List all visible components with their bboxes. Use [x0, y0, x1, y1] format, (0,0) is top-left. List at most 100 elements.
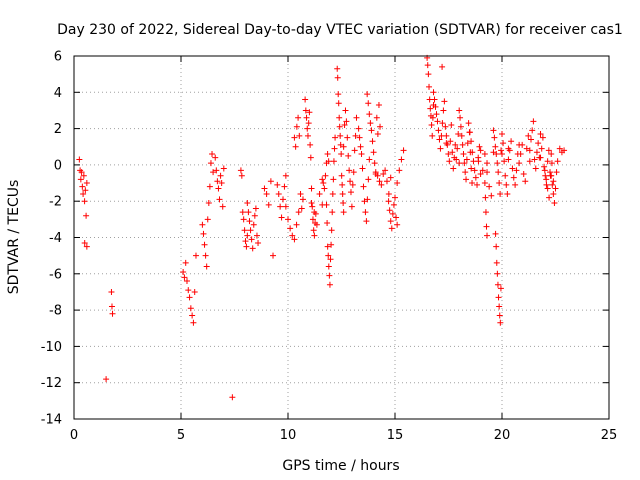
data-point-marker: [282, 203, 289, 210]
data-point-marker: [240, 216, 247, 223]
data-point-marker: [328, 227, 335, 234]
data-point-marker: [442, 123, 449, 130]
data-point-marker: [457, 123, 464, 130]
data-point-marker: [334, 65, 341, 72]
data-point-marker: [528, 136, 535, 143]
data-point-marker: [303, 114, 310, 121]
data-point-marker: [452, 141, 459, 148]
data-point-marker: [383, 178, 390, 185]
data-point-marker: [328, 241, 335, 248]
data-point-marker: [550, 190, 557, 197]
data-point-marker: [363, 218, 370, 225]
data-point-marker: [327, 256, 334, 263]
data-point-marker: [494, 160, 501, 167]
y-tick-label: 0: [54, 158, 62, 173]
data-point-marker: [373, 114, 380, 121]
data-point-marker: [347, 189, 354, 196]
data-point-marker: [497, 190, 504, 197]
data-point-marker: [310, 227, 317, 234]
data-point-marker: [330, 176, 337, 183]
data-point-marker: [83, 180, 90, 187]
data-point-marker: [490, 127, 497, 134]
data-point-marker: [425, 71, 432, 78]
data-point-marker: [291, 236, 298, 243]
data-point-marker: [344, 134, 351, 141]
data-point-marker: [498, 147, 505, 154]
data-point-marker: [82, 187, 89, 194]
data-point-marker: [325, 158, 332, 165]
data-point-marker: [556, 145, 563, 152]
data-point-marker: [482, 209, 489, 216]
data-point-marker: [187, 305, 194, 312]
data-point-marker: [325, 252, 332, 259]
data-point-marker: [229, 394, 236, 401]
data-point-marker: [552, 185, 559, 192]
data-point-marker: [505, 156, 512, 163]
data-point-marker: [359, 165, 366, 172]
data-point-marker: [388, 225, 395, 232]
data-point-marker: [79, 183, 86, 190]
data-point-marker: [341, 121, 348, 128]
data-point-marker: [353, 114, 360, 121]
data-point-marker: [499, 131, 505, 138]
data-point-marker: [500, 140, 507, 147]
data-point-marker: [339, 190, 346, 197]
data-point-marker: [538, 145, 545, 152]
data-point-marker: [491, 134, 498, 141]
data-point-marker: [510, 174, 517, 181]
data-point-marker: [330, 158, 337, 165]
data-point-marker: [501, 158, 508, 165]
data-point-marker: [252, 205, 259, 212]
data-point-marker: [537, 131, 544, 138]
data-point-marker: [210, 169, 217, 176]
x-tick-label: 0: [70, 428, 78, 443]
data-point-marker: [389, 210, 396, 217]
data-point-marker: [200, 230, 207, 237]
data-point-marker: [377, 123, 384, 130]
data-point-marker: [201, 241, 208, 248]
y-tick-label: 6: [54, 50, 62, 65]
data-point-marker: [465, 120, 472, 127]
data-point-marker: [324, 243, 331, 250]
data-point-marker: [460, 151, 467, 158]
data-point-marker: [309, 216, 316, 223]
data-point-marker: [554, 158, 561, 165]
data-point-marker: [183, 278, 190, 285]
data-point-marker: [427, 105, 434, 112]
data-point-marker: [319, 176, 326, 183]
data-point-marker: [291, 134, 298, 141]
data-point-marker: [83, 212, 90, 219]
data-point-marker: [394, 221, 401, 228]
data-point-marker: [371, 160, 378, 167]
data-point-marker: [535, 140, 542, 147]
data-point-marker: [192, 252, 199, 259]
data-point-marker: [103, 376, 110, 383]
y-tick-label: -4: [49, 231, 62, 246]
data-point-marker: [481, 180, 488, 187]
data-point-marker: [482, 194, 489, 201]
data-point-marker: [542, 172, 549, 179]
data-point-marker: [481, 151, 488, 158]
data-point-marker: [205, 200, 212, 207]
data-point-marker: [304, 125, 311, 132]
data-point-marker: [241, 227, 248, 234]
data-point-marker: [503, 181, 510, 188]
data-point-marker: [486, 183, 493, 190]
data-point-marker: [242, 238, 249, 245]
data-point-marker: [472, 174, 479, 181]
data-point-marker: [274, 181, 281, 188]
data-point-marker: [191, 288, 198, 295]
data-point-marker: [215, 185, 222, 192]
data-point-marker: [270, 252, 277, 259]
x-tick-label: 5: [177, 428, 185, 443]
data-point-marker: [533, 149, 540, 156]
data-point-marker: [539, 134, 546, 141]
data-point-marker: [329, 209, 336, 216]
data-point-marker: [434, 118, 441, 125]
data-point-marker: [426, 83, 433, 90]
data-point-marker: [308, 200, 315, 207]
y-tick-label: 2: [54, 122, 62, 137]
data-point-marker: [488, 192, 495, 199]
data-point-marker: [255, 239, 262, 246]
data-point-marker: [469, 149, 476, 156]
